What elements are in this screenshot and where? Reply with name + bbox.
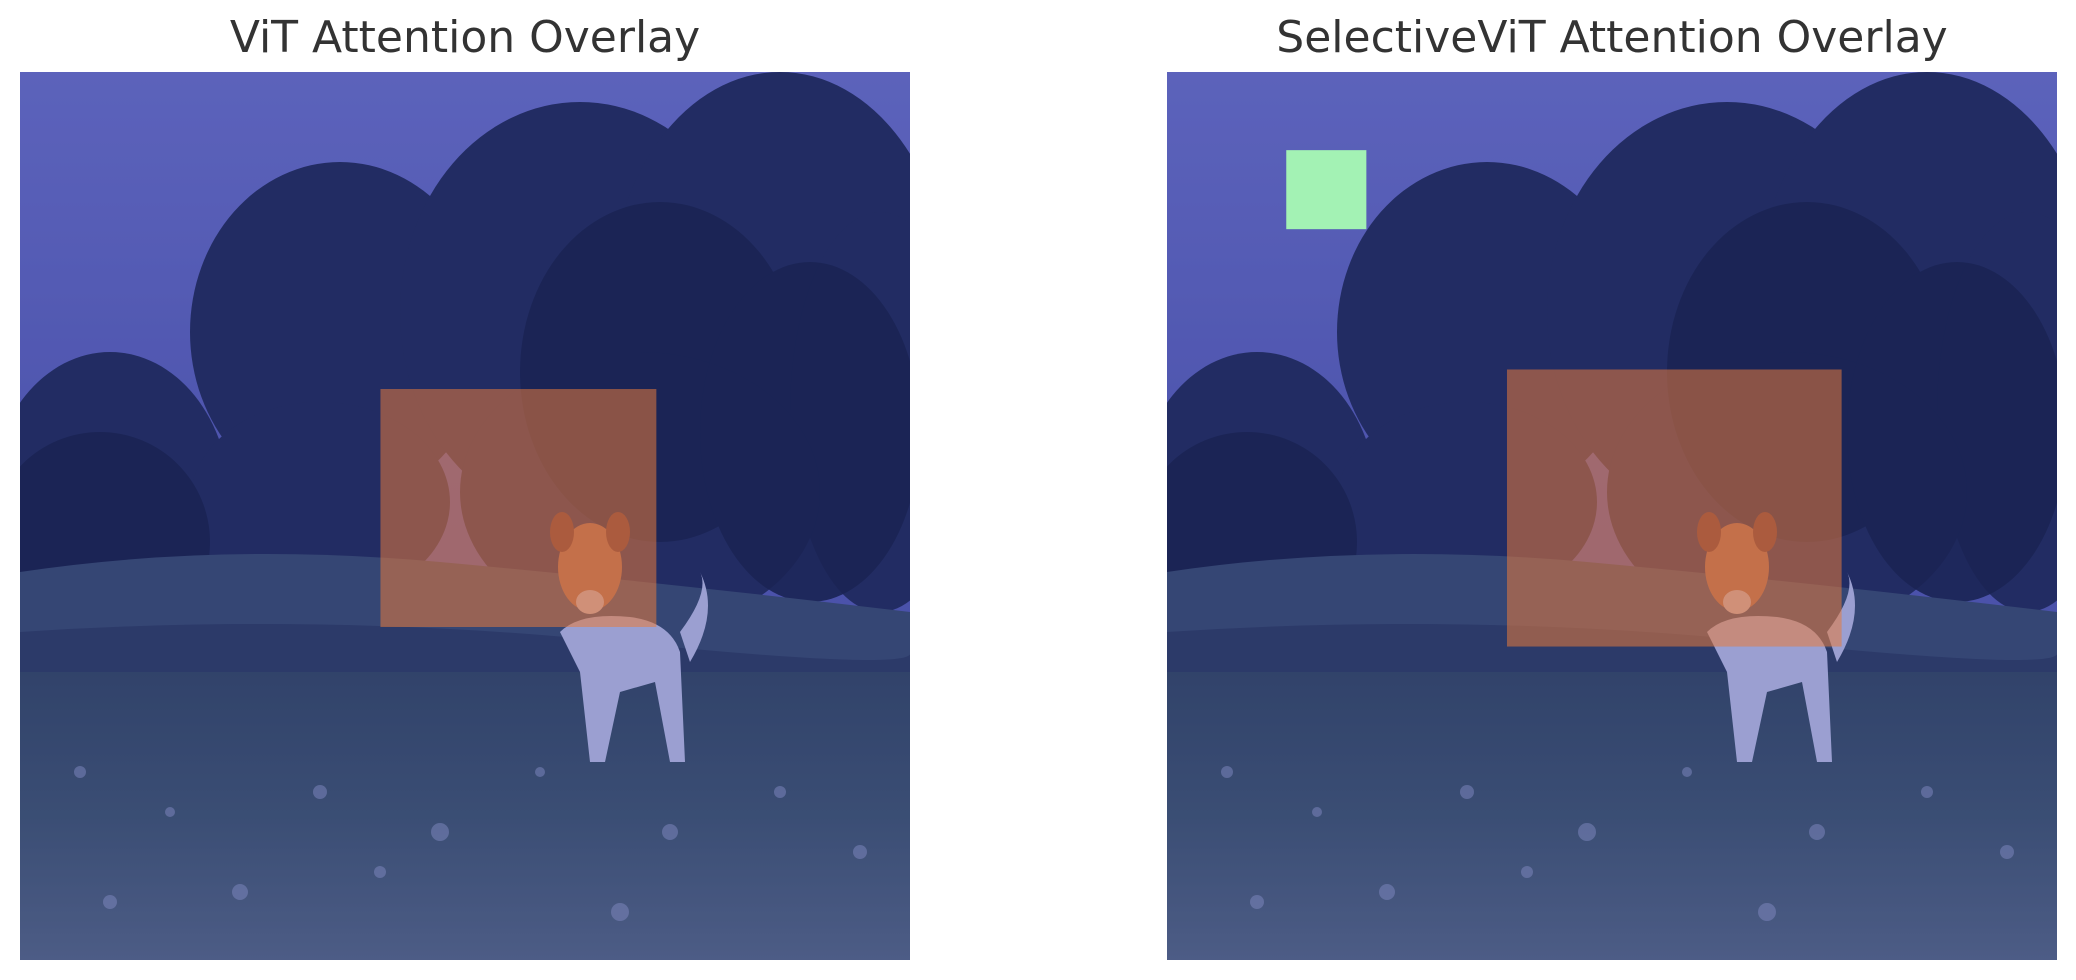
vit-overlay-image	[20, 72, 910, 960]
selectivevit-overlay-image	[1167, 72, 2057, 960]
grass-flowers	[74, 766, 867, 921]
attention-box-high	[1506, 369, 1842, 647]
panel-title-selectivevit: SelectiveViT Attention Overlay	[1276, 12, 1948, 63]
panel-title-vit: ViT Attention Overlay	[229, 12, 701, 63]
grass-flowers	[1221, 766, 2014, 921]
attention-box-high	[380, 389, 657, 627]
attention-box-secondary	[1286, 150, 1367, 230]
